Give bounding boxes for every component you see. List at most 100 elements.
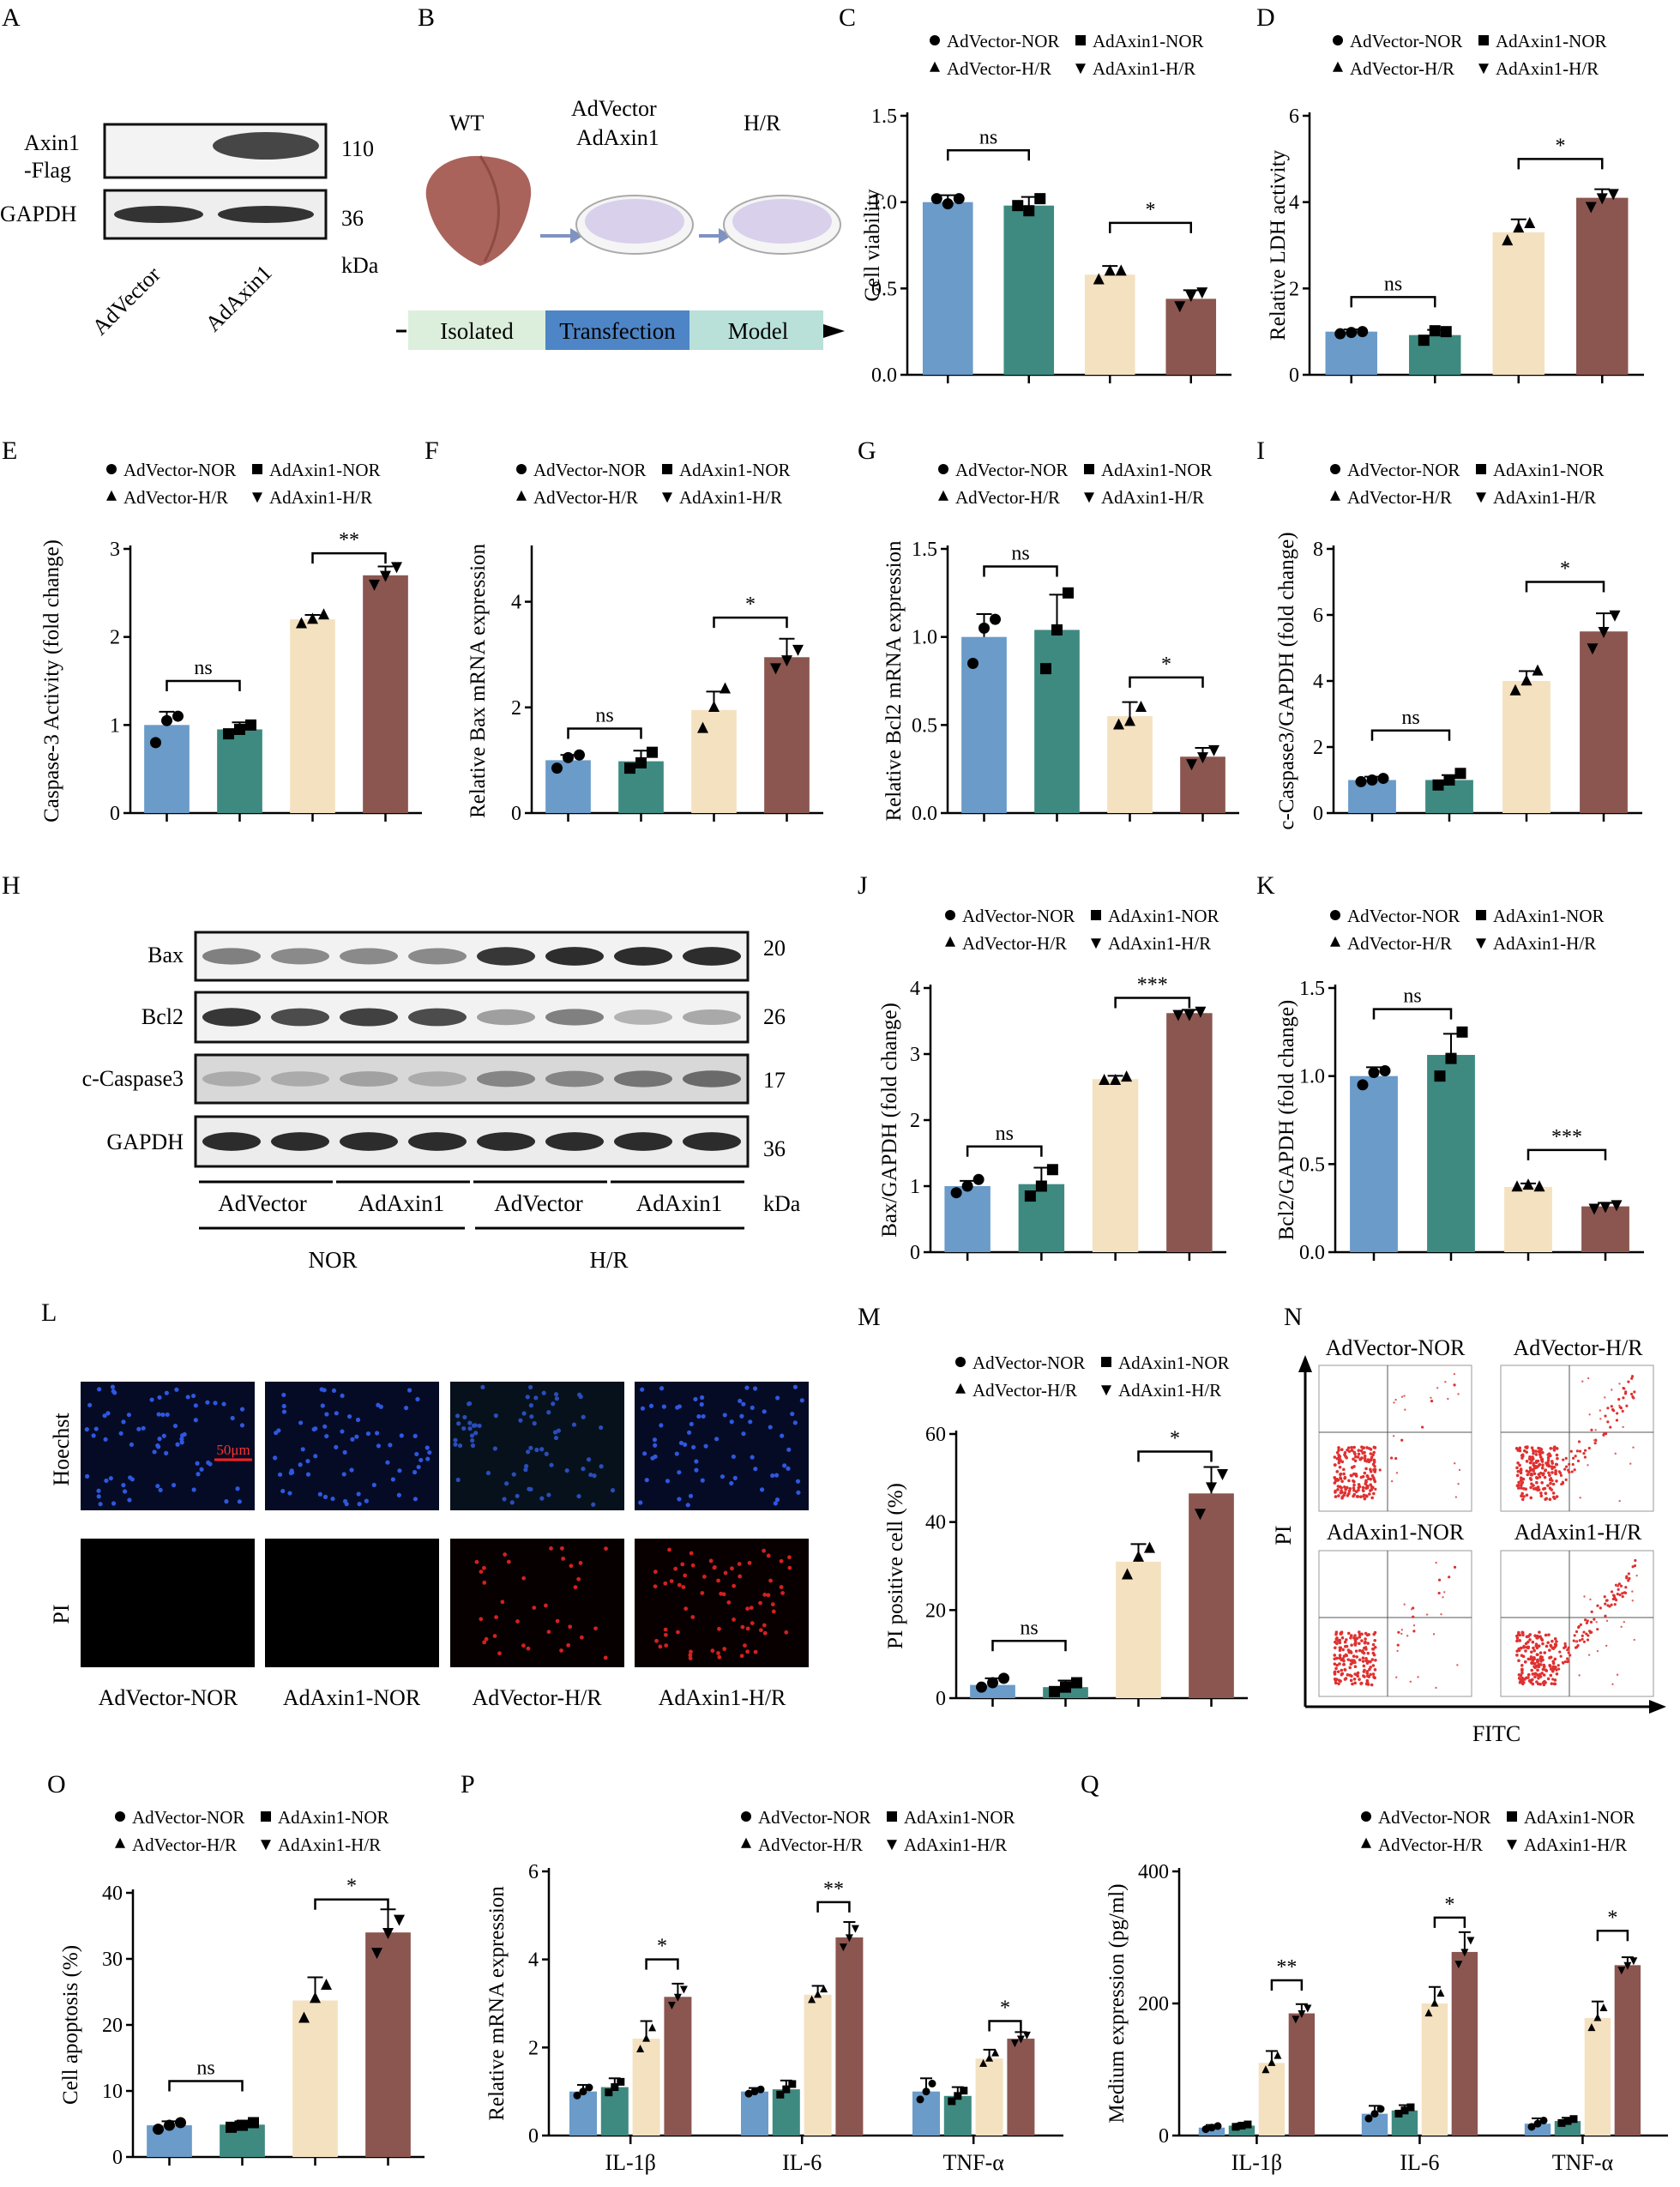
flow-event xyxy=(1517,1677,1521,1680)
flow-event xyxy=(1518,1449,1522,1453)
bar-vec-nor xyxy=(922,202,973,375)
flow-event xyxy=(1412,1615,1415,1618)
data-point xyxy=(226,2121,237,2133)
pi-nucleus xyxy=(737,1562,742,1566)
flow-event xyxy=(1534,1476,1538,1479)
pi-nucleus xyxy=(762,1548,767,1553)
hoechst-nucleus xyxy=(108,1476,113,1481)
chart-p-letter: P xyxy=(461,1770,475,1798)
data-point xyxy=(1596,193,1608,205)
bar-vec-nor xyxy=(944,1186,991,1252)
legend-marker-vec-hr xyxy=(1330,936,1340,947)
flow-event xyxy=(1555,1479,1558,1483)
hoechst-nucleus xyxy=(128,1475,133,1480)
data-point xyxy=(991,2048,1000,2057)
flow-event xyxy=(1400,1395,1404,1398)
flow-event xyxy=(1611,1389,1613,1391)
hoechst-nucleus xyxy=(396,1492,401,1497)
flow-event xyxy=(1594,1429,1597,1431)
data-point xyxy=(296,617,307,629)
hoechst-nucleus xyxy=(741,1401,746,1407)
data-point xyxy=(750,2088,759,2096)
legend-label-vec-nor: AdVector-NOR xyxy=(132,1807,244,1828)
flow-event xyxy=(1369,1467,1372,1472)
flow-event xyxy=(1579,1497,1581,1499)
data-point xyxy=(1231,2123,1240,2131)
hoechst-nucleus xyxy=(354,1434,359,1439)
flow-event xyxy=(1616,1673,1619,1676)
hoechst-nucleus xyxy=(221,1401,226,1407)
hoechst-nucleus xyxy=(213,1401,218,1406)
flow-event xyxy=(1364,1480,1368,1484)
pi-nucleus xyxy=(673,1566,678,1571)
flow-event xyxy=(1365,1670,1370,1673)
flow-event xyxy=(1335,1642,1339,1646)
pi-nucleus xyxy=(492,1634,497,1638)
flow-event xyxy=(1345,1638,1348,1642)
data-point xyxy=(585,2083,593,2092)
flow-event xyxy=(1410,1608,1413,1611)
flow-event xyxy=(1355,1655,1359,1659)
panel-b: B WT AdVector AdAxin1 H/R Isolated Trans… xyxy=(396,3,845,350)
chart-m-letter: M xyxy=(858,1303,881,1331)
flow-event xyxy=(1621,1409,1624,1413)
flow-event xyxy=(1535,1636,1538,1640)
hoechst-nucleus xyxy=(504,1481,509,1486)
hoechst-nucleus xyxy=(799,1398,804,1403)
legend-label-axin-hr: AdAxin1-H/R xyxy=(1496,58,1599,79)
flow-event xyxy=(1562,1458,1565,1461)
bar-axin-hr xyxy=(1166,1013,1213,1252)
flow-event xyxy=(1371,1485,1375,1490)
hoechst-nucleus xyxy=(576,1493,581,1499)
hoechst-nucleus xyxy=(415,1396,420,1402)
data-point xyxy=(839,1943,847,1952)
flow-title-vec-nor: AdVector-NOR xyxy=(1326,1335,1466,1360)
data-point xyxy=(1440,326,1452,338)
flow-event xyxy=(1623,1620,1626,1624)
flow-event xyxy=(1557,1470,1561,1473)
pi-nucleus xyxy=(717,1626,721,1631)
hoechst-nucleus xyxy=(661,1404,666,1409)
hoechst-nucleus xyxy=(96,1494,101,1499)
bar-axin-nor xyxy=(1003,205,1055,375)
data-point xyxy=(1585,202,1597,214)
flow-event xyxy=(1343,1491,1347,1495)
flow-event xyxy=(1632,1446,1635,1449)
y-axis-label: Relative Bcl2 mRNA expression xyxy=(882,540,906,822)
bar-axin-hr xyxy=(1580,631,1628,813)
flow-event xyxy=(1528,1455,1532,1460)
flow-event xyxy=(1546,1677,1551,1681)
flow-event xyxy=(1587,1464,1589,1467)
legend-marker-vec-hr xyxy=(741,1837,751,1848)
flow-event xyxy=(1340,1448,1344,1452)
flow-event xyxy=(1619,1407,1623,1410)
flow-event xyxy=(1539,1494,1544,1498)
legend-label-axin-nor: AdAxin1-NOR xyxy=(278,1807,389,1828)
flow-event xyxy=(1372,1653,1376,1657)
y-axis-label: c-Caspase3/GAPDH (fold change) xyxy=(1275,532,1298,829)
hoechst-nucleus xyxy=(199,1467,204,1472)
category-label: IL-1β xyxy=(1231,2150,1282,2175)
flow-event xyxy=(1349,1473,1353,1478)
flow-event xyxy=(1444,1381,1447,1383)
data-point xyxy=(1424,2009,1433,2017)
data-point xyxy=(985,2053,994,2062)
data-point xyxy=(391,562,402,574)
blot-h-group-3: AdVector xyxy=(494,1190,582,1216)
blot-h-label-bax: Bax xyxy=(148,943,184,967)
flow-event xyxy=(1573,1468,1576,1472)
chart-q-letter: Q xyxy=(1081,1770,1099,1798)
hoechst-nucleus xyxy=(239,1407,245,1412)
legend-label-vec-hr: AdVector-H/R xyxy=(123,487,228,508)
flow-event xyxy=(1593,1439,1596,1442)
flow-event xyxy=(1338,1662,1341,1666)
flow-event xyxy=(1618,1594,1622,1597)
hoechst-nucleus xyxy=(533,1395,539,1401)
flow-event xyxy=(1571,1462,1575,1467)
data-point xyxy=(1379,1065,1391,1077)
flow-event xyxy=(1357,1452,1361,1456)
